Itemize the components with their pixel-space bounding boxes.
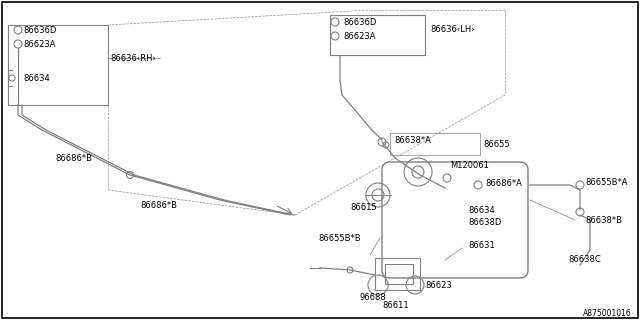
Text: 86634: 86634 [468, 205, 495, 214]
Text: 86631: 86631 [468, 241, 495, 250]
Bar [385, 264, 413, 284]
Text: 86611: 86611 [382, 300, 408, 309]
Bar [390, 133, 480, 155]
Text: 86655B*A: 86655B*A [585, 178, 627, 187]
Text: 96688: 96688 [360, 292, 387, 301]
Text: 86655B*B: 86655B*B [318, 234, 360, 243]
Bar [330, 15, 425, 55]
Text: 86686*B: 86686*B [55, 154, 92, 163]
Text: 86623A: 86623A [343, 31, 376, 41]
Text: 86655: 86655 [483, 140, 509, 148]
Text: 86636‹LH›: 86636‹LH› [430, 25, 475, 34]
Text: 86638C: 86638C [568, 255, 601, 265]
Text: M120061: M120061 [450, 161, 489, 170]
Text: 86623: 86623 [425, 281, 452, 290]
Text: 86636‹RH›: 86636‹RH› [110, 53, 156, 62]
Text: 86636D: 86636D [343, 18, 376, 27]
Text: 86638*B: 86638*B [585, 215, 622, 225]
Text: 86634: 86634 [23, 74, 50, 83]
Text: 86686*B: 86686*B [140, 201, 177, 210]
Text: 86638D: 86638D [468, 218, 501, 227]
Text: 86615: 86615 [350, 203, 376, 212]
Text: 86623A: 86623A [23, 39, 56, 49]
Text: A875001016: A875001016 [583, 308, 632, 317]
Bar [375, 258, 420, 290]
Bar [8, 25, 108, 105]
Text: 86638*A: 86638*A [394, 135, 431, 145]
Text: 86636D: 86636D [23, 26, 56, 35]
Text: 86686*A: 86686*A [485, 179, 522, 188]
